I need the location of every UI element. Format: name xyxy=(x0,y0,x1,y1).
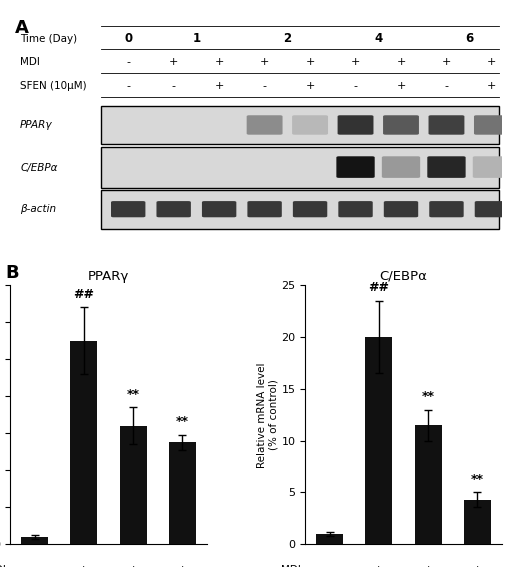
Text: -: - xyxy=(263,81,267,91)
Text: -: - xyxy=(126,81,130,91)
Text: +: + xyxy=(129,565,138,567)
Text: +: + xyxy=(79,565,89,567)
Text: -: - xyxy=(328,565,332,567)
FancyBboxPatch shape xyxy=(473,156,511,178)
Text: A: A xyxy=(15,19,29,37)
Title: C/EBPα: C/EBPα xyxy=(379,270,428,282)
Text: +: + xyxy=(215,81,224,91)
FancyBboxPatch shape xyxy=(338,201,373,217)
FancyBboxPatch shape xyxy=(383,115,419,135)
Bar xyxy=(101,105,499,145)
Text: β-actin: β-actin xyxy=(20,204,56,214)
Title: PPARγ: PPARγ xyxy=(88,270,129,282)
Text: -: - xyxy=(172,81,176,91)
Text: MDI: MDI xyxy=(282,565,301,567)
FancyBboxPatch shape xyxy=(428,156,465,178)
Text: +: + xyxy=(487,57,497,67)
Text: +: + xyxy=(215,57,224,67)
Bar xyxy=(22,537,48,544)
Text: +: + xyxy=(260,57,269,67)
Text: MDI: MDI xyxy=(0,565,6,567)
FancyBboxPatch shape xyxy=(429,201,464,217)
Bar xyxy=(101,147,499,188)
Text: **: ** xyxy=(421,390,435,403)
FancyBboxPatch shape xyxy=(429,115,464,135)
FancyBboxPatch shape xyxy=(336,156,375,178)
FancyBboxPatch shape xyxy=(382,156,420,178)
FancyBboxPatch shape xyxy=(292,115,328,135)
Text: SFEN (10μM): SFEN (10μM) xyxy=(20,81,87,91)
Text: +: + xyxy=(442,57,451,67)
FancyBboxPatch shape xyxy=(293,201,327,217)
Bar xyxy=(169,442,196,544)
Text: C/EBPα: C/EBPα xyxy=(20,163,57,173)
Text: -: - xyxy=(126,57,130,67)
Bar xyxy=(101,190,499,229)
Text: +: + xyxy=(396,57,406,67)
Text: MDI: MDI xyxy=(20,57,40,67)
Text: +: + xyxy=(423,565,433,567)
Text: -: - xyxy=(33,565,37,567)
Text: +: + xyxy=(305,81,315,91)
Text: -: - xyxy=(444,81,449,91)
Text: ##: ## xyxy=(73,288,95,301)
Text: Time (Day): Time (Day) xyxy=(20,33,77,44)
Y-axis label: Relative mRNA level
(% of control): Relative mRNA level (% of control) xyxy=(257,362,279,468)
FancyBboxPatch shape xyxy=(474,115,510,135)
FancyBboxPatch shape xyxy=(111,201,145,217)
FancyBboxPatch shape xyxy=(157,201,191,217)
FancyBboxPatch shape xyxy=(475,201,509,217)
Text: ##: ## xyxy=(368,281,390,294)
Text: +: + xyxy=(396,81,406,91)
FancyBboxPatch shape xyxy=(384,201,418,217)
Bar xyxy=(316,534,343,544)
Bar xyxy=(71,341,97,544)
Bar xyxy=(415,425,441,544)
Text: **: ** xyxy=(471,473,484,486)
FancyBboxPatch shape xyxy=(202,201,237,217)
Text: +: + xyxy=(351,57,360,67)
Bar xyxy=(120,426,146,544)
Text: +: + xyxy=(473,565,482,567)
Text: 1: 1 xyxy=(193,32,201,45)
Text: 2: 2 xyxy=(283,32,291,45)
Text: +: + xyxy=(169,57,178,67)
Text: +: + xyxy=(305,57,315,67)
Text: 0: 0 xyxy=(124,32,132,45)
FancyBboxPatch shape xyxy=(247,201,282,217)
FancyBboxPatch shape xyxy=(337,115,373,135)
Text: +: + xyxy=(178,565,187,567)
Text: +: + xyxy=(374,565,383,567)
Text: -: - xyxy=(353,81,357,91)
Text: 6: 6 xyxy=(465,32,473,45)
Text: +: + xyxy=(487,81,497,91)
Bar xyxy=(464,500,490,544)
FancyBboxPatch shape xyxy=(247,115,283,135)
Bar xyxy=(366,337,392,544)
Text: 4: 4 xyxy=(374,32,382,45)
Text: B: B xyxy=(5,264,19,282)
Text: PPARγ: PPARγ xyxy=(20,120,53,130)
Text: **: ** xyxy=(126,388,140,401)
Text: **: ** xyxy=(176,415,189,428)
